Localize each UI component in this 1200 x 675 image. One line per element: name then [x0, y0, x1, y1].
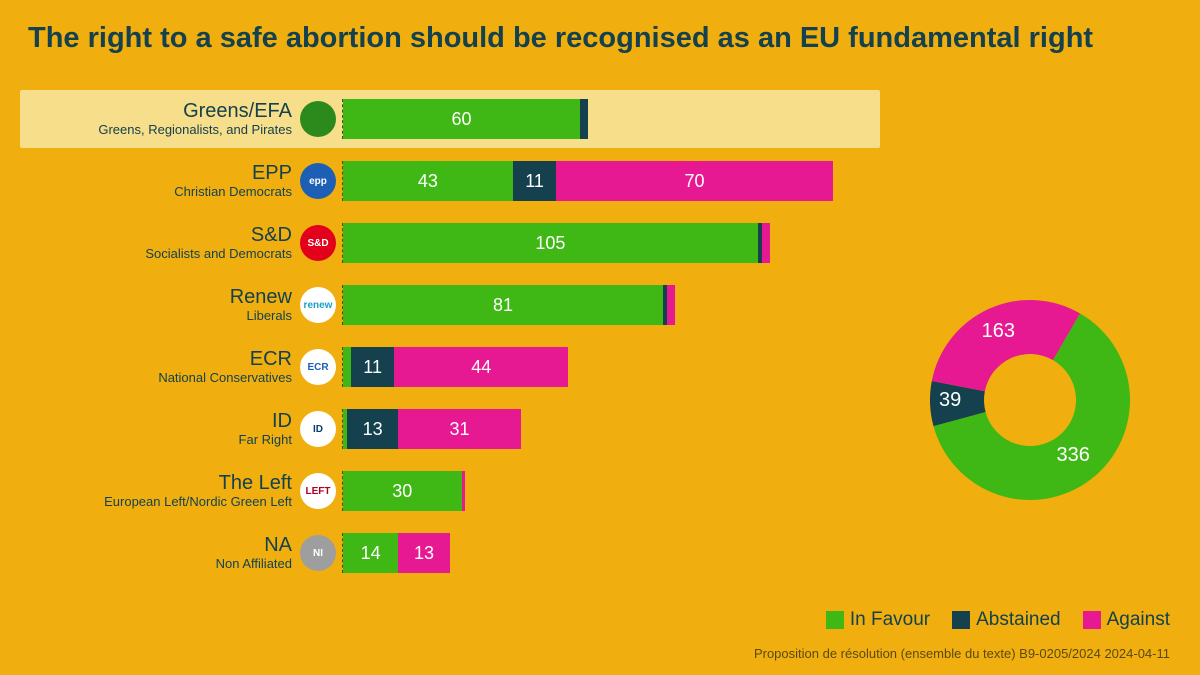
bar-container: 431170	[342, 161, 880, 201]
donut-slice-against	[932, 300, 1080, 391]
chart-row: RenewLiberalsrenew81	[20, 276, 880, 334]
chart-row: The LeftEuropean Left/Nordic Green LeftL…	[20, 462, 880, 520]
group-logo-icon: renew	[300, 287, 336, 323]
row-label: EPPChristian Democrats	[20, 162, 300, 200]
group-logo-icon	[300, 101, 336, 137]
swatch-against	[1083, 611, 1101, 629]
bar-container: 1413	[342, 533, 880, 573]
group-description: Liberals	[20, 309, 292, 324]
group-acronym: ECR	[20, 348, 292, 371]
donut-label-against: 163	[982, 320, 1015, 343]
bar-segment-abstained: 13	[347, 409, 398, 449]
bar-segment-favour: 81	[343, 285, 663, 325]
bar-container: 1331	[342, 409, 880, 449]
chart-row: NANon AffiliatedNI1413	[20, 524, 880, 582]
group-logo-icon: LEFT	[300, 473, 336, 509]
chart-row: Greens/EFAGreens, Regionalists, and Pira…	[20, 90, 880, 148]
chart-row: ECRNational ConservativesECR1144	[20, 338, 880, 396]
bar-container: 60	[342, 99, 880, 139]
group-acronym: Greens/EFA	[20, 100, 292, 123]
row-label: The LeftEuropean Left/Nordic Green Left	[20, 472, 300, 510]
group-logo-icon: epp	[300, 163, 336, 199]
group-acronym: EPP	[20, 162, 292, 185]
legend-item-favour: In Favour	[826, 609, 930, 631]
group-description: Non Affiliated	[20, 557, 292, 572]
donut-label-favour: 336	[1057, 444, 1090, 467]
bar-container: 81	[342, 285, 880, 325]
chart-title: The right to a safe abortion should be r…	[28, 22, 1093, 55]
bar-segment-against: 31	[398, 409, 520, 449]
bar-segment-favour	[343, 347, 351, 387]
group-acronym: ID	[20, 410, 292, 433]
group-logo-icon: S&D	[300, 225, 336, 261]
row-label: IDFar Right	[20, 410, 300, 448]
footnote: Proposition de résolution (ensemble du t…	[754, 646, 1170, 661]
group-description: Christian Democrats	[20, 185, 292, 200]
bar-segment-against	[667, 285, 675, 325]
bar-segment-abstained	[580, 99, 588, 139]
bar-container: 1144	[342, 347, 880, 387]
bar-segment-against: 70	[556, 161, 833, 201]
group-description: European Left/Nordic Green Left	[20, 495, 292, 510]
bar-chart: Greens/EFAGreens, Regionalists, and Pira…	[20, 90, 880, 586]
swatch-favour	[826, 611, 844, 629]
bar-segment-abstained: 11	[513, 161, 556, 201]
chart-row: EPPChristian Democratsepp431170	[20, 152, 880, 210]
group-acronym: The Left	[20, 472, 292, 495]
chart-row: IDFar RightID1331	[20, 400, 880, 458]
group-logo-icon: ECR	[300, 349, 336, 385]
group-description: National Conservatives	[20, 371, 292, 386]
legend-item-abstained: Abstained	[952, 609, 1061, 631]
bar-segment-against	[462, 471, 466, 511]
legend: In Favour Abstained Against	[826, 609, 1170, 631]
legend-label: Abstained	[976, 609, 1061, 631]
legend-label: Against	[1107, 609, 1170, 631]
swatch-abstained	[952, 611, 970, 629]
bar-container: 30	[342, 471, 880, 511]
bar-segment-favour: 60	[343, 99, 580, 139]
row-label: Greens/EFAGreens, Regionalists, and Pira…	[20, 100, 300, 138]
bar-segment-favour: 105	[343, 223, 758, 263]
chart-row: S&DSocialists and DemocratsS&D105	[20, 214, 880, 272]
row-label: RenewLiberals	[20, 286, 300, 324]
group-description: Socialists and Democrats	[20, 247, 292, 262]
group-acronym: Renew	[20, 286, 292, 309]
legend-item-against: Against	[1083, 609, 1170, 631]
group-description: Greens, Regionalists, and Pirates	[20, 123, 292, 138]
row-label: NANon Affiliated	[20, 534, 300, 572]
group-acronym: NA	[20, 534, 292, 557]
group-logo-icon: NI	[300, 535, 336, 571]
donut-label-abstained: 39	[939, 389, 961, 412]
group-acronym: S&D	[20, 224, 292, 247]
bar-segment-against: 13	[398, 533, 449, 573]
bar-container: 105	[342, 223, 880, 263]
bar-segment-against: 44	[394, 347, 568, 387]
bar-segment-favour: 30	[343, 471, 462, 511]
bar-segment-abstained: 11	[351, 347, 394, 387]
bar-segment-favour: 43	[343, 161, 513, 201]
bar-segment-favour: 14	[343, 533, 398, 573]
bar-segment-against	[762, 223, 770, 263]
row-label: S&DSocialists and Democrats	[20, 224, 300, 262]
legend-label: In Favour	[850, 609, 930, 631]
donut-chart: 336 39 163	[920, 290, 1140, 510]
group-description: Far Right	[20, 433, 292, 448]
row-label: ECRNational Conservatives	[20, 348, 300, 386]
group-logo-icon: ID	[300, 411, 336, 447]
